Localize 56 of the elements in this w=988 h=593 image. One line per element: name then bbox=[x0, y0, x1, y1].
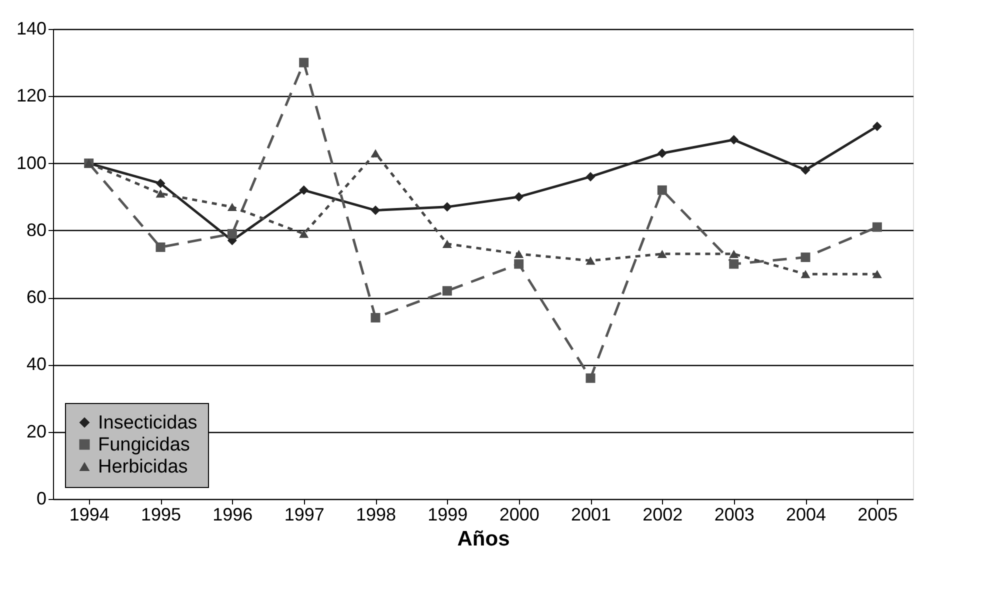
y-tick-label: 40 bbox=[26, 354, 46, 374]
point bbox=[586, 172, 596, 182]
point bbox=[370, 206, 380, 216]
point bbox=[156, 242, 166, 252]
point bbox=[514, 259, 524, 269]
x-tick-label: 2005 bbox=[858, 504, 898, 524]
x-tick-label: 2000 bbox=[499, 504, 540, 524]
point bbox=[370, 149, 380, 158]
legend-label: Insecticidas bbox=[98, 412, 198, 434]
point bbox=[729, 250, 739, 258]
x-tick-label: 1994 bbox=[69, 504, 110, 524]
x-tick-label: 2004 bbox=[786, 504, 826, 524]
x-tick-label: 1997 bbox=[284, 504, 324, 524]
y-tick-label: 120 bbox=[16, 86, 46, 106]
x-tick-label: 2001 bbox=[570, 504, 612, 524]
point bbox=[442, 202, 452, 212]
point bbox=[729, 135, 739, 145]
x-tick-label: 1995 bbox=[140, 504, 182, 524]
x-tick-label: 1998 bbox=[356, 504, 396, 524]
point bbox=[800, 252, 810, 262]
point bbox=[872, 122, 882, 132]
point bbox=[442, 286, 452, 296]
x-axis-title: Años bbox=[457, 528, 510, 550]
y-tick-label: 140 bbox=[16, 18, 46, 38]
point bbox=[227, 202, 237, 212]
y-tick-label: 80 bbox=[26, 220, 46, 240]
point bbox=[800, 270, 810, 278]
point bbox=[514, 192, 524, 202]
point bbox=[299, 185, 309, 195]
point bbox=[299, 58, 309, 68]
legend-label: Herbicidas bbox=[98, 456, 188, 478]
y-tick-label: 60 bbox=[26, 287, 46, 308]
point bbox=[586, 256, 596, 265]
point bbox=[657, 185, 667, 195]
point bbox=[872, 222, 882, 232]
legend-label: Fungicidas bbox=[98, 434, 190, 456]
point bbox=[156, 178, 166, 188]
point bbox=[800, 165, 810, 175]
point bbox=[586, 373, 596, 383]
point bbox=[299, 230, 309, 238]
y-tick-label: 100 bbox=[16, 152, 46, 173]
point bbox=[514, 250, 524, 258]
point bbox=[442, 240, 452, 248]
y-tick-label: 20 bbox=[26, 421, 46, 442]
point bbox=[657, 148, 667, 158]
y-tick-label: 0 bbox=[36, 488, 46, 508]
point bbox=[156, 189, 166, 198]
x-tick-label: 2002 bbox=[642, 504, 683, 524]
point bbox=[729, 259, 739, 269]
x-tick-label: 1999 bbox=[428, 504, 468, 524]
point bbox=[872, 270, 882, 278]
x-tick-label: 1996 bbox=[212, 504, 253, 524]
point bbox=[227, 229, 237, 239]
point bbox=[657, 250, 667, 258]
point bbox=[370, 312, 380, 322]
x-tick-label: 2003 bbox=[714, 504, 754, 524]
